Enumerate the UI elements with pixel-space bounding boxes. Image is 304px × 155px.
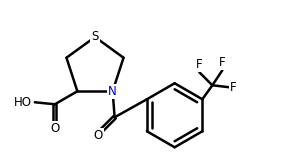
Text: O: O [50, 122, 60, 135]
Text: N: N [108, 85, 117, 98]
Text: F: F [230, 81, 237, 94]
Text: F: F [196, 58, 203, 71]
Text: F: F [219, 56, 226, 69]
Text: HO: HO [14, 96, 32, 109]
Text: O: O [94, 129, 103, 142]
Text: S: S [91, 29, 99, 42]
